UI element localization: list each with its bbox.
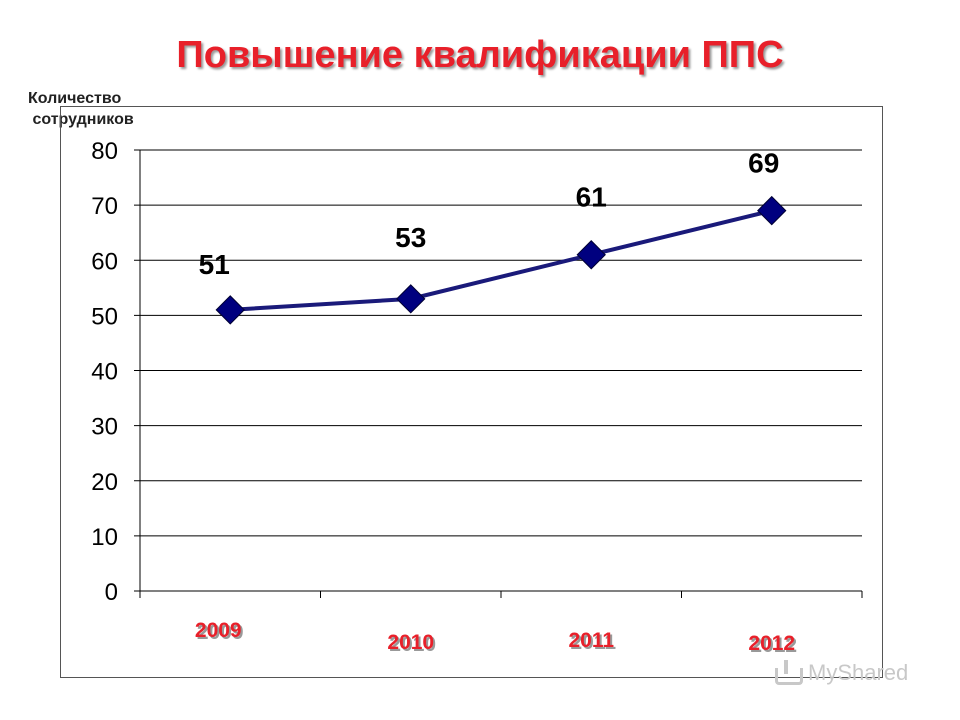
series-line	[215, 195, 787, 325]
category-label: 2011	[568, 629, 614, 652]
y-tick-label: 30	[91, 414, 118, 441]
data-labels: 51 53 61 69	[199, 148, 780, 280]
data-point-marker	[576, 240, 606, 270]
series-line-path	[230, 208, 773, 312]
data-point-marker	[396, 284, 426, 314]
y-tick-label: 50	[91, 303, 118, 330]
category-label-shadow: 2010	[389, 633, 436, 656]
y-tick-label: 80	[91, 138, 118, 165]
data-label: 69	[748, 148, 779, 179]
data-label: 51	[199, 249, 230, 280]
y-tick-label: 60	[91, 248, 118, 275]
y-axis-label: Количество сотрудников	[28, 90, 134, 128]
data-point-marker	[757, 195, 787, 226]
share-icon	[772, 660, 803, 686]
data-point-marker	[215, 295, 245, 325]
category-label: 2010	[387, 631, 434, 654]
category-label-shadow: 2011	[570, 631, 616, 654]
y-tick-label: 10	[91, 524, 118, 551]
data-label: 53	[395, 222, 426, 253]
y-tick-label: 20	[91, 469, 118, 496]
watermark: MyShared	[772, 660, 908, 686]
category-label: 2009	[195, 619, 242, 642]
gridlines	[140, 149, 862, 537]
data-label: 61	[576, 182, 607, 213]
axes	[134, 149, 863, 598]
y-tick-label: 0	[105, 579, 118, 606]
y-tick-label: 40	[91, 359, 118, 386]
category-label-shadow: 2009	[197, 621, 244, 644]
category-label-shadow: 2012	[750, 634, 797, 657]
watermark-text: MyShared	[808, 660, 909, 685]
y-tick-labels: 0 10 20 30 40 50 60 70 80	[91, 138, 118, 606]
chart-frame	[60, 106, 883, 678]
y-tick-label: 70	[91, 193, 118, 220]
category-label: 2012	[748, 632, 795, 655]
chart-title: Повышение квалификации ППС	[176, 34, 784, 76]
